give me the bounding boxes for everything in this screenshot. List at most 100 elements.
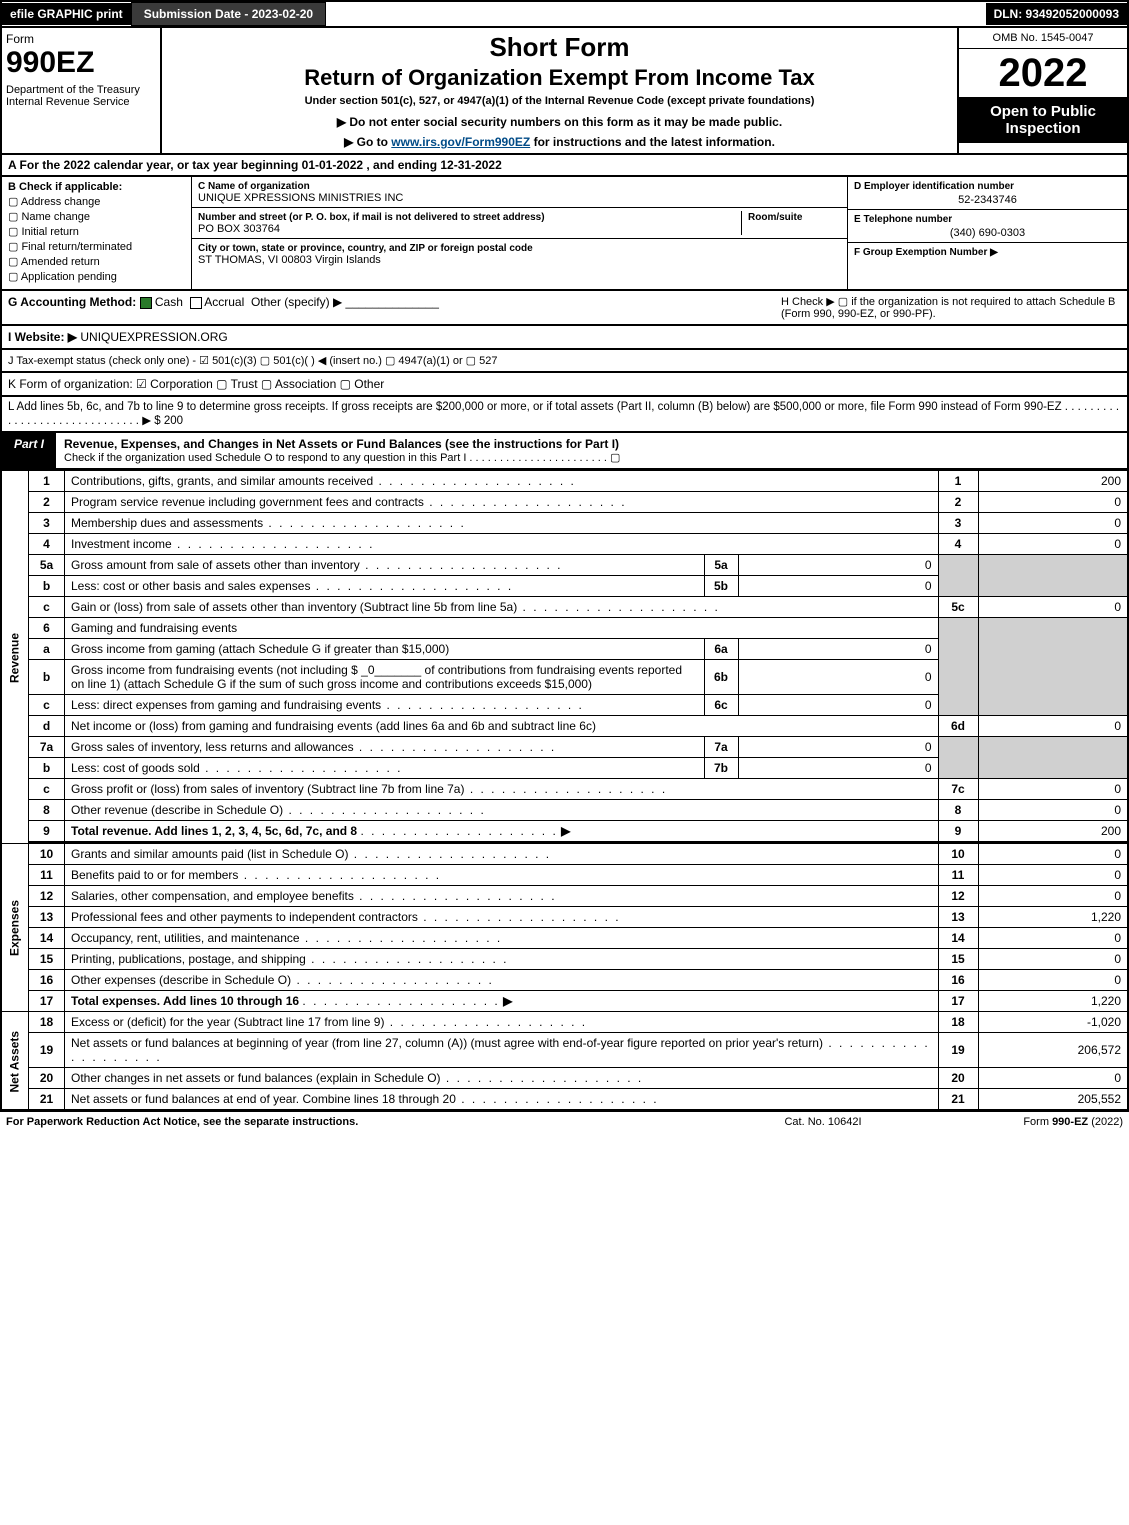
row-l: L Add lines 5b, 6c, and 7b to line 9 to … xyxy=(0,397,1129,433)
line-16-desc: Other expenses (describe in Schedule O) xyxy=(65,970,939,991)
line-4-val: 0 xyxy=(978,534,1128,555)
line-18-desc: Excess or (deficit) for the year (Subtra… xyxy=(65,1012,939,1033)
website-label: I Website: ▶ xyxy=(8,330,77,344)
dln: DLN: 93492052000093 xyxy=(986,3,1127,25)
form-number: 990EZ xyxy=(6,46,156,80)
line-4-desc: Investment income xyxy=(65,534,939,555)
city-label: City or town, state or province, country… xyxy=(198,243,533,254)
footer-right: Form 990-EZ (2022) xyxy=(923,1116,1123,1128)
chk-accrual[interactable] xyxy=(190,297,202,309)
part1-tab: Part I xyxy=(2,433,56,468)
line-6c-mid: 0 xyxy=(738,695,938,716)
part1-table: Revenue 1 Contributions, gifts, grants, … xyxy=(0,470,1129,1111)
line-6b-mid: 0 xyxy=(738,660,938,695)
line-10-desc: Grants and similar amounts paid (list in… xyxy=(65,844,939,865)
chk-cash[interactable] xyxy=(140,297,152,309)
section-c: C Name of organization UNIQUE XPRESSIONS… xyxy=(192,177,847,289)
phone-label: E Telephone number xyxy=(854,214,952,225)
part1-header: Part I Revenue, Expenses, and Changes in… xyxy=(0,433,1129,470)
ein-row: D Employer identification number 52-2343… xyxy=(848,177,1127,210)
open-inspection: Open to Public Inspection xyxy=(959,97,1127,143)
line-19-val: 206,572 xyxy=(978,1033,1128,1068)
chk-amended-return[interactable]: Amended return xyxy=(8,255,185,268)
line-1-rno: 1 xyxy=(938,471,978,492)
line-7c-desc: Gross profit or (loss) from sales of inv… xyxy=(65,779,939,800)
line-12-desc: Salaries, other compensation, and employ… xyxy=(65,886,939,907)
chk-final-return[interactable]: Final return/terminated xyxy=(8,240,185,253)
link-pre: ▶ Go to xyxy=(344,135,391,149)
chk-address-change[interactable]: Address change xyxy=(8,195,185,208)
line-6-desc: Gaming and fundraising events xyxy=(65,618,939,639)
line-9-desc: Total revenue. Add lines 1, 2, 3, 4, 5c,… xyxy=(65,821,939,842)
expenses-label: Expenses xyxy=(1,844,29,1012)
line-3-val: 0 xyxy=(978,513,1128,534)
footer-mid: Cat. No. 10642I xyxy=(723,1116,923,1128)
line-15-val: 0 xyxy=(978,949,1128,970)
ein-label: D Employer identification number xyxy=(854,181,1014,192)
line-8-val: 0 xyxy=(978,800,1128,821)
section-g: G Accounting Method: Cash Accrual Other … xyxy=(8,295,781,320)
addr-row: Number and street (or P. O. box, if mail… xyxy=(192,208,847,239)
part1-title: Revenue, Expenses, and Changes in Net As… xyxy=(56,433,1127,468)
footer-left: For Paperwork Reduction Act Notice, see … xyxy=(6,1116,723,1128)
line-6b-desc: Gross income from fundraising events (no… xyxy=(65,660,705,695)
irs-link-line: ▶ Go to www.irs.gov/Form990EZ for instru… xyxy=(170,135,949,149)
line-17-desc: Total expenses. Add lines 10 through 16 … xyxy=(65,991,939,1012)
header-right: OMB No. 1545-0047 2022 Open to Public In… xyxy=(957,28,1127,153)
g-label: G Accounting Method: xyxy=(8,295,136,309)
line-6d-desc: Net income or (loss) from gaming and fun… xyxy=(65,716,939,737)
org-name-row: C Name of organization UNIQUE XPRESSIONS… xyxy=(192,177,847,208)
website: UNIQUEXPRESSION.ORG xyxy=(80,330,227,344)
subtitle: Under section 501(c), 527, or 4947(a)(1)… xyxy=(170,95,949,107)
line-6a-desc: Gross income from gaming (attach Schedul… xyxy=(65,639,705,660)
addr-label: Number and street (or P. O. box, if mail… xyxy=(198,212,545,223)
net-assets-label: Net Assets xyxy=(1,1012,29,1111)
efile-label[interactable]: efile GRAPHIC print xyxy=(2,3,131,25)
addr: PO BOX 303764 xyxy=(198,223,280,235)
part1-sub: Check if the organization used Schedule … xyxy=(64,451,1119,464)
phone: (340) 690-0303 xyxy=(854,227,1121,239)
line-5a-desc: Gross amount from sale of assets other t… xyxy=(65,555,705,576)
dept: Department of the Treasury Internal Reve… xyxy=(6,84,156,108)
page-footer: For Paperwork Reduction Act Notice, see … xyxy=(0,1111,1129,1132)
part1-title-text: Revenue, Expenses, and Changes in Net As… xyxy=(64,437,619,451)
row-j: J Tax-exempt status (check only one) - ☑… xyxy=(0,350,1129,373)
tax-exempt-status: J Tax-exempt status (check only one) - ☑… xyxy=(8,354,1121,367)
line-5b-mid: 0 xyxy=(738,576,938,597)
row-a: A For the 2022 calendar year, or tax yea… xyxy=(0,155,1129,177)
form-header: Form 990EZ Department of the Treasury In… xyxy=(0,28,1129,155)
tax-year: 2022 xyxy=(959,49,1127,97)
chk-name-change[interactable]: Name change xyxy=(8,210,185,223)
line-7a-desc: Gross sales of inventory, less returns a… xyxy=(65,737,705,758)
line-2-val: 0 xyxy=(978,492,1128,513)
section-h: H Check ▶ ▢ if the organization is not r… xyxy=(781,295,1121,320)
org-name: UNIQUE XPRESSIONS MINISTRIES INC xyxy=(198,192,403,204)
form-word: Form xyxy=(6,32,156,46)
top-bar: efile GRAPHIC print Submission Date - 20… xyxy=(0,0,1129,28)
other-label: Other (specify) ▶ xyxy=(251,295,342,309)
line-2-desc: Program service revenue including govern… xyxy=(65,492,939,513)
row-i: I Website: ▶ UNIQUEXPRESSION.ORG xyxy=(0,326,1129,350)
line-1-val: 200 xyxy=(978,471,1128,492)
line-13-desc: Professional fees and other payments to … xyxy=(65,907,939,928)
line-20-val: 0 xyxy=(978,1068,1128,1089)
section-b: B Check if applicable: Address change Na… xyxy=(2,177,192,289)
line-6d-val: 0 xyxy=(978,716,1128,737)
title-return: Return of Organization Exempt From Incom… xyxy=(170,65,949,91)
line-9-val: 200 xyxy=(978,821,1128,842)
chk-application-pending[interactable]: Application pending xyxy=(8,270,185,283)
city-row: City or town, state or province, country… xyxy=(192,239,847,269)
line-11-val: 0 xyxy=(978,865,1128,886)
line-7b-desc: Less: cost of goods sold xyxy=(65,758,705,779)
b-header: B Check if applicable: xyxy=(8,181,122,193)
line-12-val: 0 xyxy=(978,886,1128,907)
irs-link[interactable]: www.irs.gov/Form990EZ xyxy=(391,135,530,149)
line-6c-desc: Less: direct expenses from gaming and fu… xyxy=(65,695,705,716)
line-3-desc: Membership dues and assessments xyxy=(65,513,939,534)
line-5b-desc: Less: cost or other basis and sales expe… xyxy=(65,576,705,597)
chk-initial-return[interactable]: Initial return xyxy=(8,225,185,238)
phone-row: E Telephone number (340) 690-0303 xyxy=(848,210,1127,243)
group-label: F Group Exemption Number ▶ xyxy=(854,247,998,258)
cash-label: Cash xyxy=(155,295,183,309)
line-1-no: 1 xyxy=(29,471,65,492)
